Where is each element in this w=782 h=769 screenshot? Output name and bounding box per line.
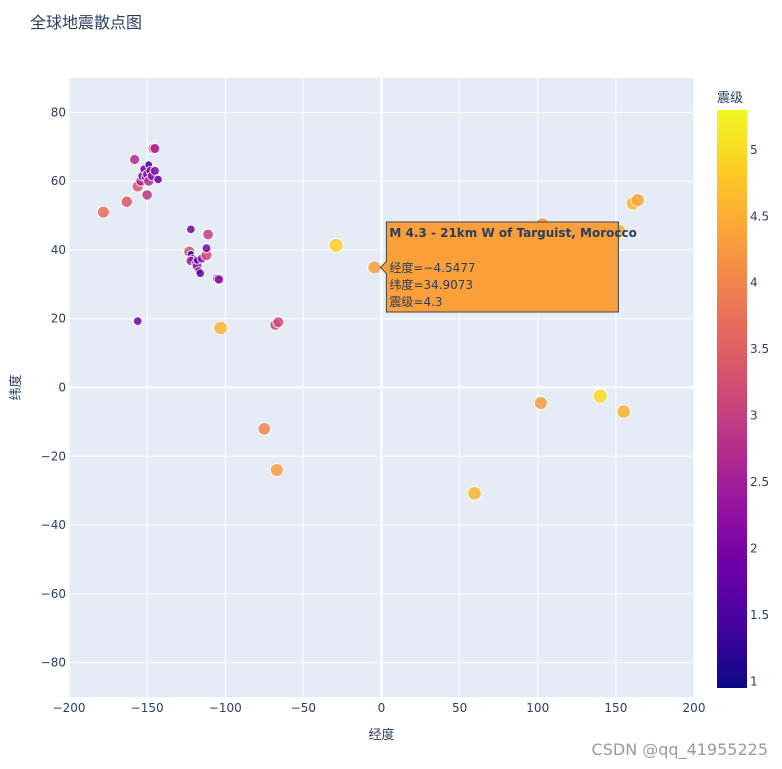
earthquake-point[interactable] [328, 237, 344, 254]
colorbar-tick-label: 1.5 [750, 608, 769, 622]
y-axis-title: 纬度 [8, 374, 24, 400]
earthquake-point[interactable] [367, 260, 382, 275]
earthquake-point[interactable] [630, 192, 645, 208]
colorbar-tick-label: 5 [750, 143, 758, 157]
earthquake-point[interactable] [272, 316, 285, 329]
y-axis-ticks: −80 −60 −40 −20 0 20 40 60 80 [41, 105, 66, 669]
x-axis-title: 经度 [368, 727, 394, 743]
earthquake-point[interactable] [149, 142, 161, 155]
earthquake-point[interactable] [186, 224, 196, 235]
y-tick-label: 0 [58, 381, 66, 395]
x-tick-label: −150 [131, 701, 164, 715]
colorbar-tick-label: 1 [750, 674, 758, 688]
watermark: CSDN @qq_41955225 [591, 740, 768, 759]
y-tick-label: 60 [51, 174, 66, 188]
grid-lines [68, 78, 695, 697]
y-tick-label: −80 [41, 656, 66, 670]
earthquake-point[interactable] [96, 205, 110, 219]
earthquake-point[interactable] [195, 268, 206, 279]
earthquake-point[interactable] [269, 462, 284, 478]
earthquake-point[interactable] [201, 243, 212, 254]
earthquake-point[interactable] [592, 388, 608, 404]
colorbar-ticks: 1 1.5 2 2.5 3 3.5 4 4.5 5 [750, 143, 769, 688]
earthquake-point[interactable] [616, 404, 631, 419]
y-tick-label: −60 [41, 587, 66, 601]
y-tick-label: −20 [41, 449, 66, 463]
y-tick-label: 40 [51, 243, 66, 257]
earthquake-point[interactable] [153, 174, 163, 185]
x-tick-label: 100 [526, 701, 549, 715]
colorbar-tick-label: 2.5 [750, 475, 769, 489]
earthquake-point[interactable] [141, 189, 153, 201]
x-tick-label: −50 [291, 701, 316, 715]
hover-title: M 4.3 - 21km W of Targuist, Morocco [389, 226, 636, 240]
data-points [96, 142, 645, 501]
earthquake-point[interactable] [149, 165, 160, 176]
colorbar-tick-label: 2 [750, 541, 758, 555]
y-tick-label: 20 [51, 312, 66, 326]
hover-line: 震级=4.3 [389, 295, 442, 309]
earthquake-point[interactable] [467, 486, 482, 501]
colorbar-tick-label: 3 [750, 409, 758, 423]
hover-tooltip: M 4.3 - 21km W of Targuist, Morocco 经度=−4… [379, 221, 637, 313]
x-tick-label: −200 [53, 701, 86, 715]
hover-background [379, 221, 619, 313]
chart-title: 全球地震散点图 [30, 13, 142, 32]
earthquake-point[interactable] [533, 395, 548, 411]
colorbar-title: 震级 [717, 91, 743, 106]
hover-line: 经度=−4.5477 [389, 260, 475, 275]
earthquake-point[interactable] [132, 316, 143, 326]
earthquake-point[interactable] [202, 228, 214, 241]
x-tick-label: 150 [604, 701, 627, 715]
earthquake-point[interactable] [213, 320, 228, 336]
colorbar-tick-label: 4 [750, 276, 758, 290]
earthquake-point[interactable] [213, 274, 225, 285]
colorbar [717, 110, 747, 688]
earthquake-point[interactable] [120, 195, 134, 209]
x-tick-label: 50 [452, 701, 467, 715]
earthquake-point[interactable] [257, 421, 272, 436]
earthquake-point[interactable] [129, 153, 141, 166]
y-tick-label: 80 [51, 105, 66, 119]
x-tick-label: 0 [378, 701, 386, 715]
hover-line: 纬度=34.9073 [389, 277, 473, 292]
colorbar-tick-label: 3.5 [750, 342, 769, 356]
colorbar-tick-label: 4.5 [750, 209, 769, 223]
y-tick-label: −40 [41, 518, 66, 532]
x-tick-label: 200 [683, 701, 706, 715]
x-axis-ticks: −200 −150 −100 −50 0 50 100 150 200 [53, 701, 706, 715]
x-tick-label: −100 [209, 701, 242, 715]
